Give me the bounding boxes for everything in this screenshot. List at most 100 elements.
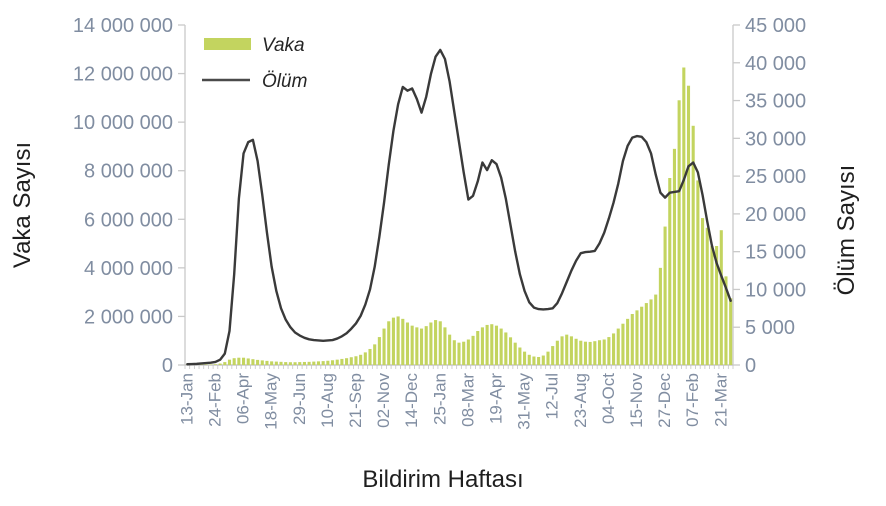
case-bar bbox=[499, 328, 503, 365]
case-bar bbox=[298, 362, 302, 365]
case-bar bbox=[654, 294, 658, 365]
case-bar bbox=[326, 360, 330, 365]
case-bar bbox=[391, 317, 395, 365]
x-axis-tick-label: 02-Nov bbox=[374, 373, 393, 428]
right-axis-tick-label: 25 000 bbox=[745, 166, 806, 188]
left-axis-tick-label: 4 000 000 bbox=[84, 258, 173, 280]
case-bar bbox=[434, 320, 438, 365]
right-axis-tick-label: 35 000 bbox=[745, 91, 806, 113]
case-bar bbox=[302, 361, 306, 365]
left-axis-tick-label: 14 000 000 bbox=[73, 15, 173, 37]
left-axis-tick-labels: 0 2 000 000 4 000 000 6 000 000 8 000 000 10 … bbox=[73, 15, 173, 377]
case-bar bbox=[672, 148, 676, 365]
x-axis-tick-label: 06-Apr bbox=[234, 373, 253, 424]
case-bar bbox=[508, 337, 513, 365]
case-bar bbox=[532, 356, 536, 365]
x-axis-title: Bildirim Haftası bbox=[362, 466, 523, 493]
right-axis-tick-label: 15 000 bbox=[745, 242, 806, 264]
case-bar bbox=[466, 339, 470, 365]
case-bar bbox=[246, 358, 250, 365]
case-bar bbox=[429, 322, 433, 365]
case-bar bbox=[410, 325, 414, 365]
left-axis-tick-label: 0 bbox=[162, 355, 173, 377]
case-bar bbox=[715, 246, 719, 365]
case-bar bbox=[701, 218, 705, 365]
case-bar bbox=[457, 342, 461, 365]
legend-label-olum: Ölüm bbox=[262, 71, 307, 92]
x-axis-tick-label: 18-May bbox=[262, 373, 281, 430]
case-bar bbox=[537, 356, 541, 365]
case-bar bbox=[312, 361, 316, 365]
x-axis-tick-label: 14-Dec bbox=[402, 373, 421, 428]
case-bar bbox=[551, 346, 555, 365]
left-axis-tick-label: 12 000 000 bbox=[73, 64, 173, 86]
case-bar bbox=[686, 85, 691, 366]
case-bar bbox=[363, 352, 367, 365]
case-bar bbox=[621, 323, 625, 365]
case-bar bbox=[223, 362, 227, 365]
case-bar bbox=[232, 358, 236, 365]
case-bar bbox=[354, 356, 358, 365]
case-bar bbox=[593, 341, 597, 365]
case-bar bbox=[649, 299, 653, 365]
case-bar bbox=[719, 230, 723, 365]
case-bar bbox=[480, 327, 484, 365]
case-bar bbox=[288, 362, 292, 365]
case-bar bbox=[396, 316, 400, 365]
x-axis-tick-label: 08-Mar bbox=[458, 373, 477, 427]
case-bar bbox=[419, 328, 424, 365]
case-bar bbox=[415, 327, 419, 365]
case-bar bbox=[607, 337, 611, 365]
x-axis-tick-label: 29-Jun bbox=[290, 373, 309, 425]
case-bar bbox=[597, 340, 602, 365]
case-bar bbox=[513, 342, 517, 365]
case-bar bbox=[359, 354, 363, 365]
cases-bars-series bbox=[185, 67, 733, 366]
case-bar bbox=[644, 303, 648, 365]
case-bar bbox=[382, 328, 386, 365]
x-axis-tick-label: 31-May bbox=[515, 373, 534, 430]
case-bar bbox=[494, 325, 499, 365]
case-bar bbox=[626, 318, 630, 365]
case-bar bbox=[213, 364, 217, 365]
deaths-line-series bbox=[186, 48, 732, 366]
legend-bar-swatch bbox=[204, 38, 251, 50]
case-bar bbox=[270, 361, 274, 365]
case-bar bbox=[523, 351, 527, 365]
right-axis-tick-label: 0 bbox=[745, 355, 756, 377]
case-bar bbox=[555, 340, 559, 365]
right-axis-tick-label: 40 000 bbox=[745, 53, 806, 75]
case-bar bbox=[373, 344, 377, 365]
case-bar bbox=[345, 358, 349, 365]
deaths-line bbox=[186, 48, 732, 366]
case-bar bbox=[635, 310, 639, 365]
case-bar bbox=[401, 318, 405, 365]
case-bar bbox=[588, 341, 592, 365]
x-axis-tick-label: 12-Jul bbox=[543, 373, 562, 419]
case-bar bbox=[658, 267, 662, 365]
x-axis-tick-label: 10-Aug bbox=[318, 373, 337, 428]
right-axis-tick-labels: 0 5 000 10 000 15 000 20 000 25 000 30 000 35 0… bbox=[745, 15, 806, 377]
right-axis-title: Ölüm Sayısı bbox=[833, 165, 860, 296]
left-axis-tick-label: 6 000 000 bbox=[84, 209, 173, 231]
x-axis-tick-label: 27-Dec bbox=[655, 373, 674, 428]
case-bar bbox=[668, 178, 672, 365]
case-bar bbox=[710, 246, 714, 365]
case-bar bbox=[616, 328, 620, 365]
case-bar bbox=[448, 334, 452, 365]
right-axis-tick-label: 20 000 bbox=[745, 204, 806, 226]
x-axis-tick-label: 21-Mar bbox=[711, 373, 730, 427]
x-axis-tick-label: 23-Aug bbox=[571, 373, 590, 428]
case-bar bbox=[340, 358, 344, 365]
case-bar bbox=[705, 227, 709, 365]
case-bar bbox=[218, 363, 222, 365]
left-axis-title: Vaka Sayısı bbox=[9, 142, 36, 268]
case-bar bbox=[677, 100, 681, 365]
right-axis-tick-label: 10 000 bbox=[745, 279, 806, 301]
legend-label-vaka: Vaka bbox=[262, 35, 305, 56]
case-bar bbox=[471, 335, 475, 365]
case-bar bbox=[729, 298, 733, 365]
case-bar bbox=[583, 341, 588, 365]
x-axis-tick-label: 21-Sep bbox=[346, 373, 365, 428]
case-bar bbox=[284, 362, 288, 365]
